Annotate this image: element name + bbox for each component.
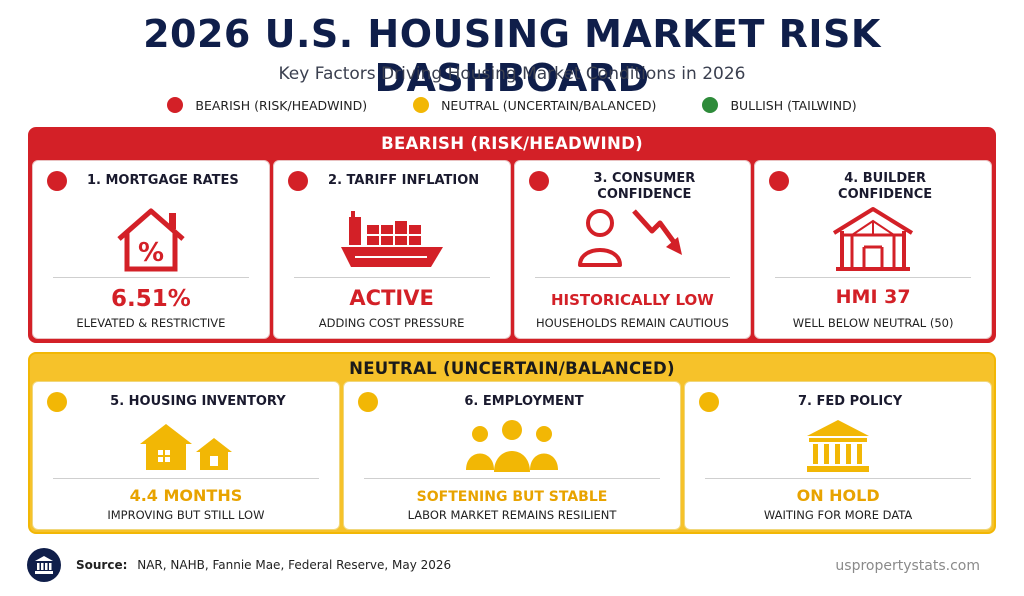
card-divider — [363, 478, 661, 479]
footer-site-link[interactable]: uspropertystats.com — [835, 558, 980, 574]
house-percent-icon: % — [33, 203, 269, 275]
card-title: 1. MORTGAGE RATES — [86, 173, 239, 188]
neutral-dot-icon — [357, 392, 378, 412]
bearish-dot-icon — [528, 171, 549, 191]
card-value: HISTORICALLY LOW — [550, 291, 714, 309]
bullish-dot-icon — [702, 97, 719, 113]
card-fed-policy: 7. FED POLICY ON HOLD WAITING FOR MORE D… — [684, 381, 993, 530]
bearish-dot-icon — [47, 171, 67, 191]
person-downtrend-icon — [515, 203, 751, 275]
card-title: 4. BUILDER CONFIDENCE — [838, 171, 933, 202]
legend-label: NEUTRAL (UNCERTAIN/BALANCED) — [441, 97, 657, 113]
card-divider — [293, 277, 490, 278]
legend-label: BEARISH (RISK/HEADWIND) — [195, 97, 368, 113]
card-note: LABOR MARKET REMAINS RESILIENT — [407, 508, 617, 522]
people-group-icon — [344, 418, 680, 474]
legend: BEARISH (RISK/HEADWIND) NEUTRAL (UNCERTA… — [0, 97, 1024, 113]
bank-building-icon — [685, 418, 991, 474]
bearish-section-header: BEARISH (RISK/HEADWIND) — [30, 129, 994, 159]
page-title: 2026 U.S. HOUSING MARKET RISK DASHBOARD — [143, 12, 881, 100]
card-title: 7. FED POLICY — [797, 394, 903, 409]
card-note: ELEVATED & RESTRICTIVE — [76, 316, 226, 330]
card-divider — [53, 277, 249, 278]
card-title: 6. EMPLOYMENT — [464, 394, 584, 409]
legend-item-bullish: BULLISH (TAILWIND) — [702, 97, 857, 113]
footer-source: Source: NAR, NAHB, Fannie Mae, Federal R… — [76, 558, 451, 572]
card-employment: 6. EMPLOYMENT SOFTENING BUT STABLE LABOR… — [342, 381, 682, 530]
legend-item-neutral: NEUTRAL (UNCERTAIN/BALANCED) — [413, 97, 656, 113]
card-value: SOFTENING BUT STABLE — [416, 489, 608, 505]
card-divider — [53, 478, 319, 479]
card-note: HOUSEHOLDS REMAIN CAUTIOUS — [535, 316, 729, 330]
card-note: WAITING FOR MORE DATA — [763, 508, 913, 522]
source-label: Source: — [76, 558, 128, 572]
neutral-dot-icon — [699, 392, 720, 412]
card-consumer-confidence: 3. CONSUMER CONFIDENCE HISTORICALLY LOW … — [513, 160, 752, 339]
card-title: 2. TARIFF INFLATION — [328, 173, 480, 188]
card-note: ADDING COST PRESSURE — [318, 316, 465, 330]
card-divider — [775, 277, 971, 278]
card-value: ON HOLD — [796, 486, 880, 505]
svg-text:%: % — [138, 238, 164, 268]
card-builder-confidence: 4. BUILDER CONFIDENCE HMI 37 WELL BELOW … — [754, 160, 992, 339]
bearish-dot-icon — [167, 97, 184, 113]
card-divider — [534, 277, 731, 278]
bearish-section: BEARISH (RISK/HEADWIND) 1. MORTGAGE RATE… — [28, 127, 996, 343]
card-value: ACTIVE — [349, 286, 434, 310]
card-title: 3. CONSUMER CONFIDENCE — [593, 171, 696, 202]
legend-item-bearish: BEARISH (RISK/HEADWIND) — [167, 97, 367, 113]
card-mortgage-rates: 1. MORTGAGE RATES % 6.51% ELEVATED & RES… — [32, 160, 270, 339]
card-divider — [705, 478, 972, 479]
card-note: WELL BELOW NEUTRAL (50) — [792, 316, 954, 330]
neutral-section-header: NEUTRAL (UNCERTAIN/BALANCED) — [30, 354, 994, 384]
card-housing-inventory: 5. HOUSING INVENTORY 4.4 MONTHS IMPROVIN… — [32, 381, 340, 530]
neutral-section: NEUTRAL (UNCERTAIN/BALANCED) 5. HOUSING … — [28, 352, 996, 534]
neutral-dot-icon — [47, 392, 67, 412]
bearish-dot-icon — [769, 171, 790, 191]
houses-icon — [33, 418, 339, 474]
card-value: HMI 37 — [835, 286, 911, 308]
card-value: 4.4 MONTHS — [129, 486, 243, 505]
page-subtitle: Key Factors Driving Housing Market Condi… — [278, 64, 746, 84]
cargo-ship-icon — [274, 203, 510, 275]
card-value: 6.51% — [110, 286, 191, 312]
neutral-dot-icon — [413, 97, 430, 113]
card-title: 5. HOUSING INVENTORY — [110, 394, 286, 409]
legend-label: BULLISH (TAILWIND) — [730, 97, 857, 113]
house-frame-icon — [755, 203, 991, 275]
bearish-dot-icon — [287, 171, 308, 191]
card-note: IMPROVING BUT STILL LOW — [107, 508, 265, 522]
source-text: NAR, NAHB, Fannie Mae, Federal Reserve, … — [137, 558, 452, 572]
institution-icon — [27, 548, 61, 582]
card-tariff-inflation: 2. TARIFF INFLATION ACT — [272, 160, 511, 339]
neutral-cards: 5. HOUSING INVENTORY 4.4 MONTHS IMPROVIN… — [32, 381, 993, 530]
bearish-cards: 1. MORTGAGE RATES % 6.51% ELEVATED & RES… — [32, 160, 992, 339]
